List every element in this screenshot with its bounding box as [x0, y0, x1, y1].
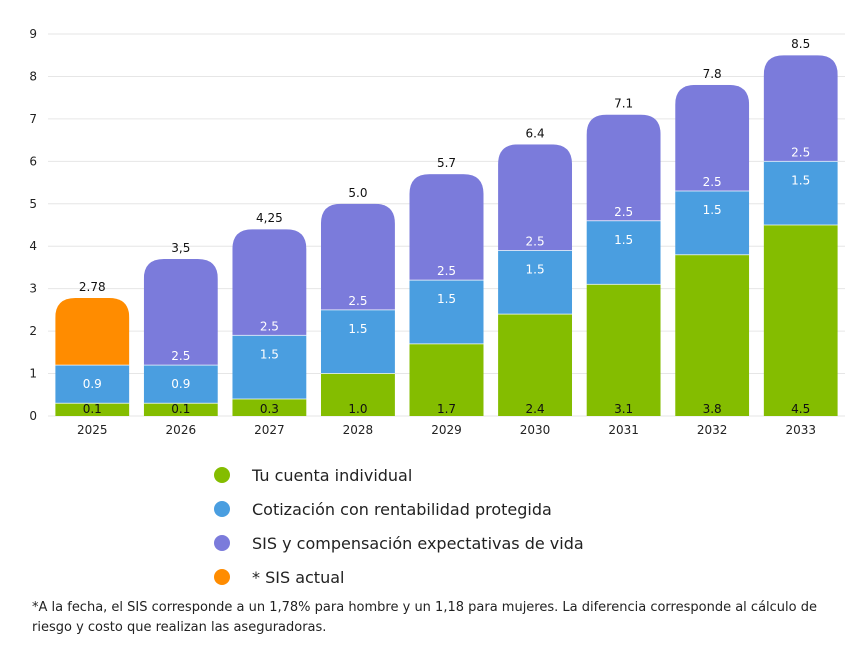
- total-label: 5.7: [437, 156, 456, 170]
- segment-label: 1.0: [348, 402, 367, 416]
- legend-label: * SIS actual: [252, 567, 345, 587]
- segment-label: 1.7: [437, 402, 456, 416]
- x-tick-label: 2028: [343, 423, 374, 437]
- x-tick-label: 2026: [166, 423, 197, 437]
- total-label: 7.8: [703, 67, 722, 81]
- segment-label: 2.5: [260, 319, 279, 333]
- segment-label: 0.3: [260, 402, 279, 416]
- legend-label: SIS y compensación expectativas de vida: [252, 533, 584, 553]
- bar-segment-cuenta: [498, 314, 573, 416]
- segment-label: 2.4: [526, 402, 545, 416]
- segment-label: 1.5: [526, 262, 545, 276]
- legend-item-cotizacion: Cotización con rentabilidad protegida: [214, 492, 584, 526]
- y-tick-label: 8: [29, 69, 37, 83]
- legend-label: Tu cuenta individual: [252, 465, 413, 485]
- bar-segment-sis: [232, 229, 307, 336]
- segment-label: 4.5: [791, 402, 810, 416]
- bar-segment-sis: [763, 55, 838, 162]
- x-tick-label: 2033: [785, 423, 816, 437]
- x-tick-label: 2031: [608, 423, 639, 437]
- segment-label: 0.1: [83, 402, 102, 416]
- bar-segment-sis: [498, 144, 573, 251]
- x-tick-label: 2027: [254, 423, 285, 437]
- legend-label: Cotización con rentabilidad protegida: [252, 499, 552, 519]
- legend-swatch-cotizacion: [214, 501, 230, 517]
- total-label: 7.1: [614, 97, 633, 111]
- segment-label: 2.5: [791, 145, 810, 159]
- bar-segment-cotizacion: [320, 309, 395, 374]
- segment-label: 0.1: [171, 402, 190, 416]
- bar-segment-cuenta: [586, 284, 661, 416]
- legend-swatch-cuenta: [214, 467, 230, 483]
- x-tick-label: 2029: [431, 423, 462, 437]
- y-tick-label: 6: [29, 154, 37, 168]
- total-label: 4,25: [256, 211, 283, 225]
- bar-segment-sis: [409, 174, 484, 281]
- bar-segment-cuenta: [232, 399, 307, 416]
- bar-segment-sis: [143, 258, 218, 366]
- y-tick-label: 1: [29, 367, 37, 381]
- segment-label: 2.5: [171, 349, 190, 363]
- segment-label: 2.5: [437, 264, 456, 278]
- bar-segment-sis: [675, 84, 750, 192]
- total-label: 8.5: [791, 37, 810, 51]
- footnote: *A la fecha, el SIS corresponde a un 1,7…: [32, 600, 817, 635]
- segment-label: 2.5: [703, 175, 722, 189]
- bar-segment-cotizacion: [143, 365, 218, 404]
- segment-label: 1.5: [703, 203, 722, 217]
- y-tick-label: 7: [29, 112, 37, 126]
- legend-item-sis: SIS y compensación expectativas de vida: [214, 526, 584, 560]
- y-tick-label: 5: [29, 197, 37, 211]
- legend-swatch-sis-actual: [214, 569, 230, 585]
- segment-label: 1.5: [791, 173, 810, 187]
- segment-label: 3.1: [614, 402, 633, 416]
- segment-label: 2.5: [614, 205, 633, 219]
- bar-segment-sis: [320, 203, 395, 310]
- bar-segment-sis: [586, 114, 661, 221]
- segment-label: 1.5: [260, 347, 279, 361]
- segment-label: 1.5: [437, 292, 456, 306]
- bar-segment-sis_actual: [55, 298, 130, 366]
- legend-swatch-sis: [214, 535, 230, 551]
- x-tick-label: 2030: [520, 423, 551, 437]
- bar-segment-cotizacion: [763, 161, 838, 225]
- total-label: 2.78: [79, 280, 106, 294]
- total-label: 5.0: [348, 186, 367, 200]
- segment-label: 2.5: [348, 294, 367, 308]
- bar-segment-cotizacion: [55, 365, 130, 404]
- legend-item-cuenta: Tu cuenta individual: [214, 458, 584, 492]
- bar-segment-cuenta: [409, 343, 484, 416]
- bar-segment-cotizacion: [409, 280, 484, 344]
- segment-label: 2.5: [526, 234, 545, 248]
- segment-label: 1.5: [614, 233, 633, 247]
- y-tick-label: 4: [29, 239, 37, 253]
- segment-label: 3.8: [703, 402, 722, 416]
- segment-label: 1.5: [348, 322, 367, 336]
- y-tick-label: 9: [29, 27, 37, 41]
- total-label: 6.4: [526, 126, 545, 140]
- legend-item-sis-actual: * SIS actual: [214, 560, 584, 594]
- bar-segment-cuenta: [675, 254, 750, 416]
- x-tick-label: 2032: [697, 423, 728, 437]
- y-tick-label: 2: [29, 324, 37, 338]
- bar-segment-cotizacion: [498, 250, 573, 315]
- legend: Tu cuenta individual Cotización con rent…: [214, 458, 584, 594]
- bar-segment-cotizacion: [586, 220, 661, 285]
- bar-segment-cotizacion: [675, 191, 750, 255]
- total-label: 3,5: [171, 241, 190, 255]
- bar-segment-cuenta: [320, 373, 395, 416]
- stacked-bar-chart: 0 1 2 3 4 5 6 7 8 9 0.1 0.9 2.78 2025 0.1 0.9 2.5 3,5 2026…: [29, 27, 845, 437]
- segment-label: 0.9: [83, 377, 102, 391]
- segment-label: 0.9: [171, 377, 190, 391]
- bar-segment-cuenta: [55, 403, 130, 416]
- y-tick-label: 0: [29, 409, 37, 423]
- x-tick-label: 2025: [77, 423, 108, 437]
- y-tick-label: 3: [29, 282, 37, 296]
- bar-segment-cuenta: [143, 403, 218, 416]
- bar-segment-cuenta: [763, 225, 838, 416]
- bar-segment-cotizacion: [232, 335, 307, 400]
